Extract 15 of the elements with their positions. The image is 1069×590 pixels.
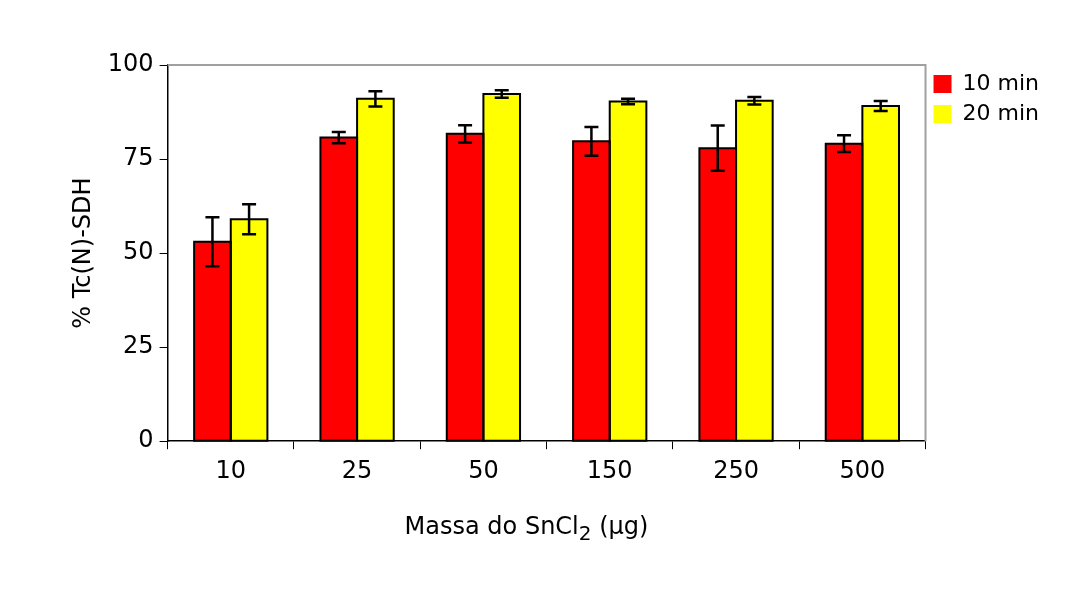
y-tick-label: 0: [138, 425, 154, 454]
x-tick-label: 500: [839, 455, 886, 484]
y-axis-title: % Tc(N)-SDH: [67, 177, 96, 329]
x-axis-title: Massa do SnCl$_{2}$ (μg): [403, 512, 650, 545]
x-tick-label: 25: [341, 455, 373, 484]
x-tick-label: 250: [713, 455, 759, 484]
y-tick-label: 75: [123, 143, 154, 172]
x-tick-label: 10: [215, 455, 247, 484]
y-tick-label: 100: [107, 49, 154, 78]
legend-label: 10 min: [962, 69, 1040, 95]
y-tick-label: 25: [123, 331, 154, 360]
x-tick-label: 150: [586, 455, 633, 484]
legend-label: 20 min: [962, 99, 1040, 125]
x-tick-label: 50: [468, 455, 499, 484]
y-tick-label: 50: [123, 237, 154, 266]
